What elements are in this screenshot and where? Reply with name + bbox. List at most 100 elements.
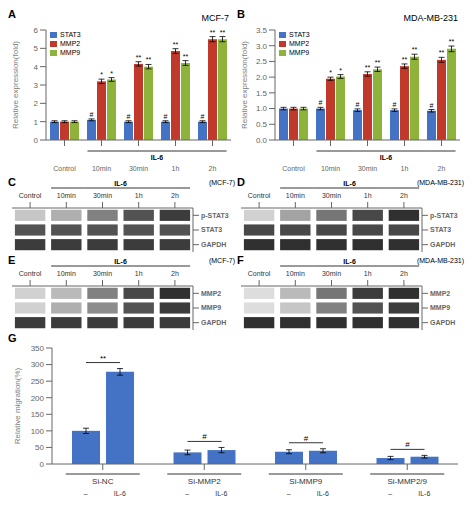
svg-text:3.5: 3.5 bbox=[256, 26, 268, 35]
svg-text:30min: 30min bbox=[129, 165, 148, 172]
svg-text:IL-6: IL-6 bbox=[380, 154, 393, 161]
svg-text:**: ** bbox=[375, 59, 381, 66]
svg-text:150: 150 bbox=[31, 410, 45, 419]
svg-text:*: * bbox=[329, 69, 332, 76]
svg-text:Si-NC: Si-NC bbox=[92, 477, 114, 486]
svg-text:2h: 2h bbox=[171, 270, 179, 277]
svg-text:**: ** bbox=[136, 54, 142, 61]
svg-text:GAPDH: GAPDH bbox=[201, 241, 226, 248]
svg-text:Relative expression(fold): Relative expression(fold) bbox=[240, 41, 249, 129]
svg-text:**: ** bbox=[100, 354, 106, 363]
svg-text:#: # bbox=[405, 440, 410, 449]
svg-text:2h: 2h bbox=[438, 165, 446, 172]
svg-text:Si-MMP9: Si-MMP9 bbox=[289, 477, 322, 486]
svg-text:#: # bbox=[356, 101, 360, 108]
svg-text:GAPDH: GAPDH bbox=[430, 319, 455, 326]
svg-text:2h: 2h bbox=[171, 192, 179, 199]
svg-text:Control: Control bbox=[282, 165, 305, 172]
svg-text:IL-6: IL-6 bbox=[215, 490, 227, 497]
svg-text:2: 2 bbox=[34, 99, 39, 108]
svg-text:**: ** bbox=[183, 53, 189, 60]
svg-text:2h: 2h bbox=[400, 192, 408, 199]
svg-text:5: 5 bbox=[34, 44, 39, 53]
svg-text:*: * bbox=[110, 70, 113, 77]
svg-text:30min: 30min bbox=[358, 165, 377, 172]
svg-text:30min: 30min bbox=[322, 270, 341, 277]
svg-text:Control: Control bbox=[19, 270, 42, 277]
svg-text:Control: Control bbox=[53, 165, 76, 172]
svg-text:0: 0 bbox=[40, 460, 45, 469]
svg-text:**: ** bbox=[402, 56, 408, 63]
svg-text:1h: 1h bbox=[172, 165, 180, 172]
svg-text:#: # bbox=[319, 99, 323, 106]
svg-text:1h: 1h bbox=[364, 270, 372, 277]
svg-text:2h: 2h bbox=[400, 270, 408, 277]
svg-text:**: ** bbox=[220, 29, 226, 36]
svg-text:10min: 10min bbox=[57, 192, 76, 199]
svg-text:–: – bbox=[287, 490, 291, 497]
svg-text:MMP9: MMP9 bbox=[430, 304, 450, 311]
svg-text:IL-6: IL-6 bbox=[317, 490, 329, 497]
svg-text:100: 100 bbox=[31, 427, 45, 436]
svg-text:p-STAT3: p-STAT3 bbox=[430, 212, 458, 220]
svg-text:IL-6: IL-6 bbox=[151, 154, 164, 161]
svg-text:IL-6: IL-6 bbox=[418, 490, 430, 497]
svg-text:250: 250 bbox=[31, 377, 45, 386]
svg-text:#: # bbox=[127, 113, 131, 120]
svg-text:Control: Control bbox=[248, 192, 271, 199]
svg-text:10min: 10min bbox=[57, 270, 76, 277]
svg-text:30min: 30min bbox=[93, 192, 112, 199]
svg-text:**: ** bbox=[439, 49, 445, 56]
svg-text:IL-6: IL-6 bbox=[343, 180, 356, 187]
svg-text:#: # bbox=[201, 113, 205, 120]
svg-text:300: 300 bbox=[31, 360, 45, 369]
svg-text:10min: 10min bbox=[92, 165, 111, 172]
svg-text:#: # bbox=[430, 102, 434, 109]
svg-text:0.5: 0.5 bbox=[256, 120, 268, 129]
svg-text:1h: 1h bbox=[364, 192, 372, 199]
svg-text:**: ** bbox=[146, 56, 152, 63]
svg-text:350: 350 bbox=[31, 344, 45, 353]
svg-text:Si-MMP2/9: Si-MMP2/9 bbox=[387, 477, 427, 486]
svg-text:MMP9: MMP9 bbox=[201, 304, 221, 311]
svg-text:#: # bbox=[90, 111, 94, 118]
svg-text:30min: 30min bbox=[322, 192, 341, 199]
svg-text:#: # bbox=[202, 432, 207, 441]
svg-text:IL-6: IL-6 bbox=[114, 490, 126, 497]
svg-text:**: ** bbox=[210, 29, 216, 36]
svg-text:2h: 2h bbox=[209, 165, 217, 172]
svg-text:200: 200 bbox=[31, 394, 45, 403]
svg-text:10min: 10min bbox=[321, 165, 340, 172]
svg-text:3.0: 3.0 bbox=[256, 42, 268, 51]
svg-text:30min: 30min bbox=[93, 270, 112, 277]
svg-text:–: – bbox=[185, 490, 189, 497]
svg-text:MMP2: MMP2 bbox=[430, 290, 450, 297]
svg-text:IL-6: IL-6 bbox=[114, 180, 127, 187]
svg-text:*: * bbox=[100, 71, 103, 78]
svg-text:4: 4 bbox=[34, 63, 39, 72]
svg-text:GAPDH: GAPDH bbox=[430, 241, 455, 248]
svg-text:GAPDH: GAPDH bbox=[201, 319, 226, 326]
svg-text:–: – bbox=[388, 490, 392, 497]
svg-text:Control: Control bbox=[19, 192, 42, 199]
svg-text:*: * bbox=[339, 67, 342, 74]
svg-text:3: 3 bbox=[34, 81, 39, 90]
svg-text:Relative expression(fold): Relative expression(fold) bbox=[11, 41, 20, 129]
svg-text:#: # bbox=[164, 113, 168, 120]
svg-text:IL-6: IL-6 bbox=[343, 258, 356, 265]
svg-text:1: 1 bbox=[34, 118, 39, 127]
svg-text:STAT3: STAT3 bbox=[201, 226, 222, 233]
svg-text:p-STAT3: p-STAT3 bbox=[201, 212, 229, 220]
svg-text:1h: 1h bbox=[135, 270, 143, 277]
svg-text:2.5: 2.5 bbox=[256, 57, 268, 66]
svg-text:0: 0 bbox=[34, 136, 39, 145]
svg-text:2.0: 2.0 bbox=[256, 73, 268, 82]
svg-text:6: 6 bbox=[34, 26, 39, 35]
svg-text:10min: 10min bbox=[286, 270, 305, 277]
svg-text:IL-6: IL-6 bbox=[114, 258, 127, 265]
svg-text:–: – bbox=[84, 490, 88, 497]
svg-text:STAT3: STAT3 bbox=[430, 226, 451, 233]
svg-text:Control: Control bbox=[248, 270, 271, 277]
svg-text:**: ** bbox=[365, 64, 371, 71]
svg-text:Si-MMP2: Si-MMP2 bbox=[188, 477, 221, 486]
